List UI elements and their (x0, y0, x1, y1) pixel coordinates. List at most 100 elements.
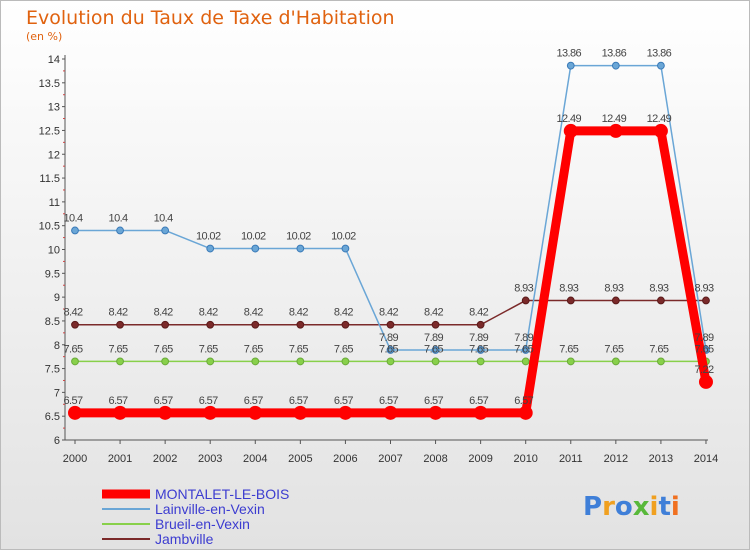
data-label-montalet-le-bois: 6.57 (379, 395, 398, 407)
data-point-lainville-en-vexin (521, 346, 530, 354)
data-labels: 8.42 8.42 8.42 8.42 8.42 8.42 8.42 8.42 8.42 8.42… (63, 48, 714, 407)
y-tick-label: 10.5 (39, 221, 60, 233)
x-tick-label: 2011 (559, 453, 583, 465)
data-label-montalet-le-bois: 6.57 (424, 395, 443, 407)
data-point-lainville-en-vexin (386, 346, 395, 354)
data-point-montalet-le-bois (113, 405, 128, 420)
data-label-lainville-en-vexin: 10.02 (241, 231, 266, 243)
data-point-montalet-le-bois (203, 405, 218, 420)
data-label-montalet-le-bois: 6.57 (154, 395, 173, 407)
data-point-montalet-le-bois (383, 405, 398, 420)
x-tick-label: 2005 (288, 453, 312, 465)
chart-title: Evolution du Taux de Taxe d'Habitation (26, 7, 395, 29)
x-tick-label: 2007 (378, 453, 402, 465)
data-label-jambville: 8.42 (63, 307, 82, 319)
x-tick-label: 2000 (63, 453, 87, 465)
y-tick-label: 14 (48, 54, 60, 66)
data-label-montalet-le-bois: 6.57 (334, 395, 353, 407)
data-label-lainville-en-vexin: 7.89 (379, 332, 398, 344)
data-point-lainville-en-vexin (476, 346, 485, 354)
data-label-jambville: 8.42 (334, 307, 353, 319)
axes: 66.577.588.599.51010.51111.51212.51313.5… (39, 54, 719, 465)
data-label-brueil-en-vexin: 7.65 (199, 343, 218, 355)
y-tick-label: 8 (54, 340, 60, 352)
data-point-jambville (476, 320, 485, 329)
data-label-montalet-le-bois: 6.57 (199, 395, 218, 407)
data-label-jambville: 8.42 (379, 307, 398, 319)
x-tick-label: 2009 (468, 453, 492, 465)
data-point-montalet-le-bois (473, 405, 488, 420)
y-tick-label: 7 (54, 387, 60, 399)
data-label-jambville: 8.93 (559, 282, 578, 294)
data-label-jambville: 8.93 (694, 282, 713, 294)
data-point-brueil-en-vexin (566, 357, 575, 366)
data-label-jambville: 8.42 (244, 307, 263, 319)
x-tick-label: 2004 (243, 453, 267, 465)
data-point-lainville-en-vexin (251, 244, 260, 253)
data-point-montalet-le-bois (563, 123, 578, 138)
x-tick-label: 2001 (108, 453, 132, 465)
x-tick-label: 2003 (198, 453, 222, 465)
data-label-lainville-en-vexin: 7.89 (514, 332, 533, 344)
data-label-jambville: 8.42 (109, 307, 128, 319)
data-label-brueil-en-vexin: 7.65 (63, 343, 82, 355)
legend: MONTALET-LE-BOISLainville-en-VexinBrueil… (102, 486, 289, 547)
data-point-jambville (116, 320, 124, 329)
data-label-lainville-en-vexin: 10.02 (196, 231, 221, 243)
data-label-brueil-en-vexin: 7.65 (379, 343, 398, 355)
y-tick-label: 9 (54, 292, 60, 304)
x-tick-label: 2013 (649, 453, 673, 465)
data-point-jambville (566, 296, 575, 305)
data-label-jambville: 8.93 (649, 282, 668, 294)
data-label-lainville-en-vexin: 13.86 (602, 48, 627, 60)
data-point-brueil-en-vexin (71, 357, 79, 366)
data-point-lainville-en-vexin (611, 61, 620, 70)
data-point-lainville-en-vexin (296, 244, 305, 253)
data-label-jambville: 8.42 (424, 307, 443, 319)
data-label-montalet-le-bois: 12.49 (602, 113, 627, 125)
data-point-lainville-en-vexin (566, 61, 575, 70)
data-point-brueil-en-vexin (431, 357, 440, 366)
data-label-jambville: 8.42 (469, 307, 488, 319)
data-label-montalet-le-bois: 6.57 (244, 395, 263, 407)
data-label-jambville: 8.93 (514, 282, 533, 294)
x-tick-label: 2002 (153, 453, 177, 465)
chart-subtitle: (en %) (26, 30, 62, 43)
y-tick-label: 11 (49, 197, 60, 209)
data-label-montalet-le-bois: 6.57 (109, 395, 128, 407)
x-tick-label: 2010 (513, 453, 537, 465)
data-point-montalet-le-bois (248, 405, 263, 420)
x-tick-label: 2008 (423, 453, 447, 465)
data-point-jambville (657, 296, 665, 305)
data-label-brueil-en-vexin: 7.65 (334, 343, 353, 355)
data-label-brueil-en-vexin: 7.65 (649, 343, 668, 355)
legend-label-lainville-en-vexin: Lainville-en-Vexin (155, 501, 265, 517)
data-point-jambville (251, 320, 260, 329)
data-point-lainville-en-vexin (71, 226, 79, 235)
data-label-brueil-en-vexin: 7.65 (109, 343, 128, 355)
data-point-jambville (206, 320, 215, 329)
y-tick-label: 6.5 (45, 411, 60, 423)
y-tick-label: 11.5 (39, 173, 60, 185)
y-tick-label: 13 (48, 102, 60, 114)
y-tick-label: 12.5 (39, 125, 60, 137)
data-label-montalet-le-bois: 7.22 (694, 364, 713, 376)
data-point-montalet-le-bois (518, 405, 533, 420)
data-point-lainville-en-vexin (206, 244, 215, 253)
data-label-lainville-en-vexin: 10.02 (331, 231, 356, 243)
data-label-lainville-en-vexin: 10.4 (63, 212, 82, 224)
data-point-brueil-en-vexin (206, 357, 215, 366)
data-point-jambville (431, 320, 440, 329)
data-label-montalet-le-bois: 6.57 (514, 395, 533, 407)
data-point-jambville (161, 320, 170, 329)
x-tick-label: 2006 (333, 453, 357, 465)
data-label-jambville: 8.93 (604, 282, 623, 294)
data-label-brueil-en-vexin: 7.65 (289, 343, 308, 355)
data-point-montalet-le-bois (158, 405, 173, 420)
data-label-brueil-en-vexin: 7.65 (604, 343, 623, 355)
data-point-lainville-en-vexin (431, 346, 440, 354)
data-label-lainville-en-vexin: 13.86 (647, 48, 672, 60)
y-tick-label: 12 (48, 149, 60, 161)
data-label-montalet-le-bois: 12.49 (557, 113, 582, 125)
